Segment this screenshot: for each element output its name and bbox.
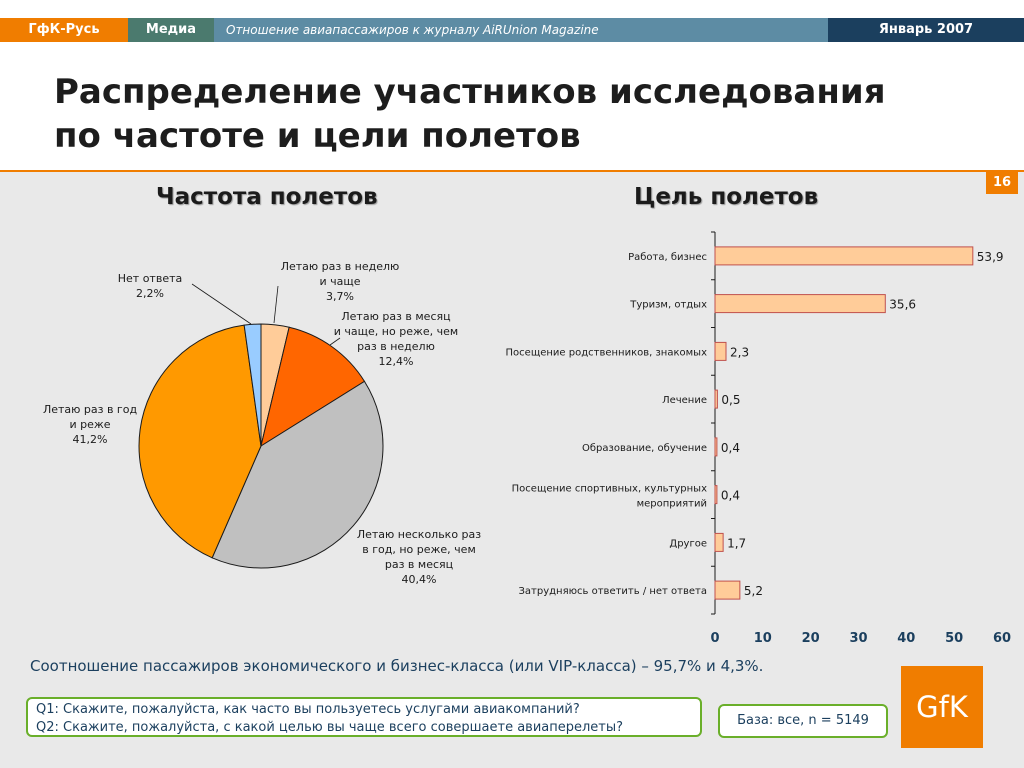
bar (714, 246, 974, 266)
bar-category-label: Образование, обучение (582, 443, 707, 454)
frequency-chart-title: Частота полетов (156, 184, 378, 210)
bar-value-label: 0,5 (721, 393, 740, 407)
bar-category-label: Посещение родственников, знакомых (506, 347, 708, 358)
bar-x-tick-label: 40 (897, 631, 915, 646)
pie-slice-label: Летаю несколько раз в год, но реже, чем ра… (357, 528, 481, 586)
title-area: Распределение участников исследования по… (0, 42, 1024, 172)
gfk-logo: GfK (901, 666, 983, 748)
bar-category-label: Туризм, отдых (629, 300, 707, 311)
page-title-line-2: по частоте и цели полетов (54, 116, 581, 156)
page-title: Распределение участников исследования по… (54, 70, 954, 158)
bar-value-label: 2,3 (730, 345, 749, 359)
bar (714, 294, 886, 314)
bar-category-label: Работа, бизнес (628, 252, 707, 263)
pie-slice (260, 326, 366, 448)
bar-value-label: 0,4 (721, 489, 740, 503)
bar (714, 532, 724, 552)
bar-value-label: 53,9 (977, 250, 1004, 264)
report-date: Январь 2007 (828, 18, 1024, 42)
page-number: 16 (986, 172, 1018, 194)
bar (714, 485, 718, 505)
pie-slice (138, 324, 262, 559)
pie-leader-line (191, 283, 252, 325)
bar-x-tick-label: 30 (849, 631, 867, 646)
bar-x-tick-label: 0 (710, 631, 719, 646)
bar-x-tick-label: 60 (993, 631, 1011, 646)
report-subtitle: Отношение авиапассажиров к журналу AiRUn… (214, 18, 828, 42)
purpose-bar-chart: Работа, бизнес 53,9 Туризм, отдых 35,6 Посещ… (506, 231, 1011, 646)
pie-slice-label: Летаю раз в год и реже 41,2% (43, 403, 138, 446)
pie-slice-label: Нет ответа 2,2% (118, 272, 182, 300)
sample-base-box: База: все, n = 5149 (718, 704, 888, 738)
class-ratio-summary: Соотношение пассажиров экономического и … (30, 657, 764, 675)
bar-x-tick-label: 50 (945, 631, 963, 646)
top-bar: ГфК-Русь Медиа Отношение авиапассажиров … (0, 0, 1024, 42)
bar-value-label: 1,7 (727, 536, 746, 550)
bar-x-tick-label: 10 (754, 631, 772, 646)
bar-value-label: 0,4 (721, 441, 740, 455)
question-2: Q2: Скажите, пожалуйста, с какой целью в… (36, 720, 624, 735)
media-label: Медиа (128, 18, 214, 42)
frequency-pie-chart: Летаю раз в неделю и чаще 3,7% Летаю раз в … (43, 260, 481, 586)
bar-category-label: Лечение (662, 395, 707, 406)
pie-slice-label: Летаю раз в неделю и чаще 3,7% (281, 260, 400, 303)
questions-box: Q1: Скажите, пожалуйста, как часто вы по… (26, 697, 702, 737)
purpose-chart-title: Цель полетов (634, 184, 819, 210)
brand-label: ГфК-Русь (0, 18, 128, 42)
bar (714, 580, 741, 600)
page-title-line-1: Распределение участников исследования (54, 72, 886, 112)
pie-leader-line (273, 285, 279, 324)
bar (714, 389, 718, 409)
bar-value-label: 35,6 (889, 298, 916, 312)
pie-leader-line (329, 337, 341, 346)
bar-value-label: 5,2 (744, 584, 763, 598)
bar (714, 341, 727, 361)
question-1: Q1: Скажите, пожалуйста, как часто вы по… (36, 702, 580, 717)
pie-slice (211, 380, 384, 569)
bar-x-tick-label: 20 (802, 631, 820, 646)
pie-slice-label: Летаю раз в месяц и чаще, но реже, чем раз… (334, 310, 458, 368)
bar (714, 437, 718, 457)
bar-category-label: Другое (669, 538, 707, 549)
bar-category-label: Посещение спортивных, культурных мероприя… (512, 484, 707, 510)
bar-category-label: Затрудняюсь ответить / нет ответа (519, 586, 707, 597)
pie-slice (243, 323, 262, 447)
